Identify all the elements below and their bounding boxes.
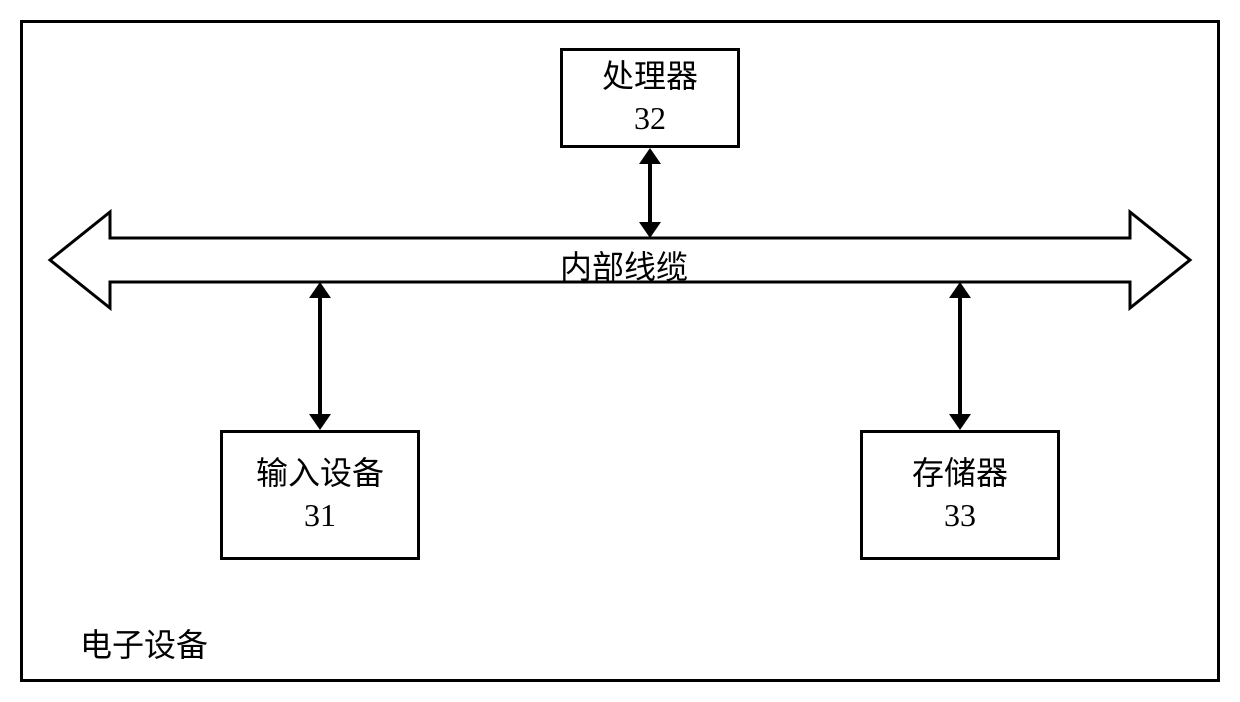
arrow-memory-bus: [0, 0, 1240, 702]
outer-frame-label: 电子设备: [80, 620, 208, 666]
